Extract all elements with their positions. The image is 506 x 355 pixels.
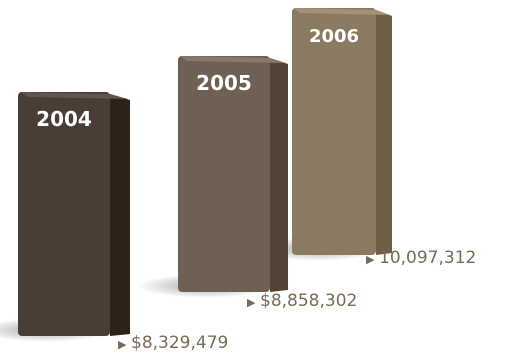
bar-side-2006 (376, 10, 392, 255)
value-label-2006: 10,097,312 (379, 248, 476, 268)
bar-side-2004 (110, 94, 130, 336)
value-label-2005: $8,858,302 (260, 291, 357, 311)
bar-2006 (292, 8, 376, 255)
value-marker-2004: ▶ (118, 338, 127, 351)
bar-2005 (178, 56, 270, 292)
bar-top-2006 (294, 8, 390, 15)
bar-year-label-2004: 2004 (36, 107, 92, 131)
bar-side-2005 (270, 58, 288, 292)
value-label-2004: $8,329,479 (131, 333, 228, 353)
bar-top-2005 (180, 56, 286, 63)
bar-2004 (18, 92, 110, 336)
bar-year-label-2006: 2006 (309, 26, 359, 47)
bar-year-label-2005: 2005 (196, 71, 252, 95)
bar-top-2004 (20, 92, 128, 99)
value-marker-2006: ▶ (366, 253, 375, 266)
value-marker-2005: ▶ (247, 296, 256, 309)
